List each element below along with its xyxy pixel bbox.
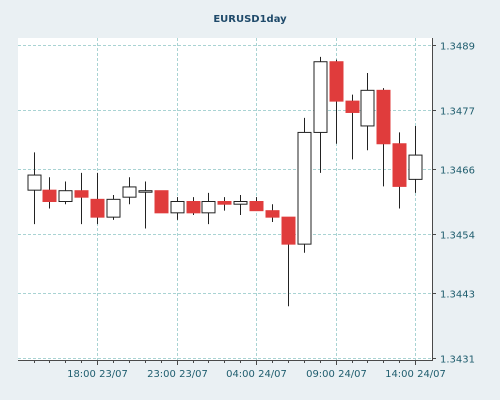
candle-body-up: [138, 190, 153, 193]
candle-body-down: [376, 89, 391, 145]
candle-body-up: [106, 198, 121, 218]
candle: [297, 117, 312, 253]
candle: [186, 197, 201, 215]
candle: [345, 94, 360, 160]
y-tick-label: 1.3443: [440, 290, 475, 301]
candle-body-down: [217, 201, 232, 205]
candle-body-down: [281, 216, 296, 245]
candle-body-down: [345, 100, 360, 113]
candle-body-down: [392, 143, 407, 187]
candle-body-up: [122, 186, 137, 198]
y-tick-label: 1.3431: [440, 355, 475, 366]
x-axis-labels: 18:00 23/07 23:00 23/07 04:00 24/07 09:00 2…: [67, 369, 446, 380]
candle-body-up: [297, 131, 312, 245]
candle: [360, 73, 375, 151]
x-tick-label: 23:00 23/07: [147, 369, 208, 380]
candle: [138, 181, 153, 229]
candle: [58, 181, 73, 205]
candle: [74, 172, 89, 225]
x-tick-label: 09:00 24/07: [306, 369, 367, 380]
candle: [201, 192, 216, 225]
candle: [376, 88, 391, 187]
chart-title: EURUSD1day: [213, 14, 287, 25]
candle: [106, 195, 121, 220]
candle-body-up: [408, 154, 423, 180]
candle-body-down: [154, 190, 169, 214]
y-tick-label: 1.3466: [440, 166, 475, 177]
candle: [154, 190, 169, 214]
x-tick-label: 04:00 24/07: [226, 369, 287, 380]
x-tick-label: 18:00 23/07: [67, 369, 128, 380]
candle: [27, 152, 42, 225]
candle: [281, 216, 296, 307]
y-tick-label: 1.3454: [440, 231, 475, 242]
candle: [329, 59, 344, 144]
y-tick-label: 1.3477: [440, 107, 475, 118]
candle: [392, 132, 407, 209]
candle: [249, 197, 264, 212]
candle-body-up: [233, 201, 248, 205]
candle-body-up: [170, 201, 185, 214]
candle: [265, 204, 280, 223]
candle-body-down: [186, 201, 201, 214]
candle: [233, 195, 248, 215]
candle-body-up: [313, 61, 328, 133]
candle: [42, 177, 57, 209]
candle-body-up: [58, 190, 73, 202]
y-axis-labels: 1.3431 1.3443 1.3454 1.3466 1.3477 1.3489: [440, 42, 475, 366]
x-tick-label: 14:00 24/07: [385, 369, 446, 380]
candle-body-down: [90, 198, 105, 218]
candle-body-down: [329, 61, 344, 102]
candle: [217, 197, 232, 211]
candle: [313, 56, 328, 173]
candle-body-down: [249, 201, 264, 212]
candle-body-down: [74, 190, 89, 198]
candle-body-up: [360, 89, 375, 127]
y-tick-label: 1.3489: [440, 42, 475, 53]
candle: [170, 197, 185, 220]
candle: [122, 177, 137, 205]
candle-body-up: [27, 174, 42, 191]
candles: [27, 56, 423, 307]
candle: [90, 172, 105, 225]
axes: [18, 38, 436, 365]
candle-body-down: [42, 189, 57, 202]
candle: [408, 125, 423, 193]
candle-body-down: [265, 210, 280, 218]
candle-body-up: [201, 201, 216, 214]
